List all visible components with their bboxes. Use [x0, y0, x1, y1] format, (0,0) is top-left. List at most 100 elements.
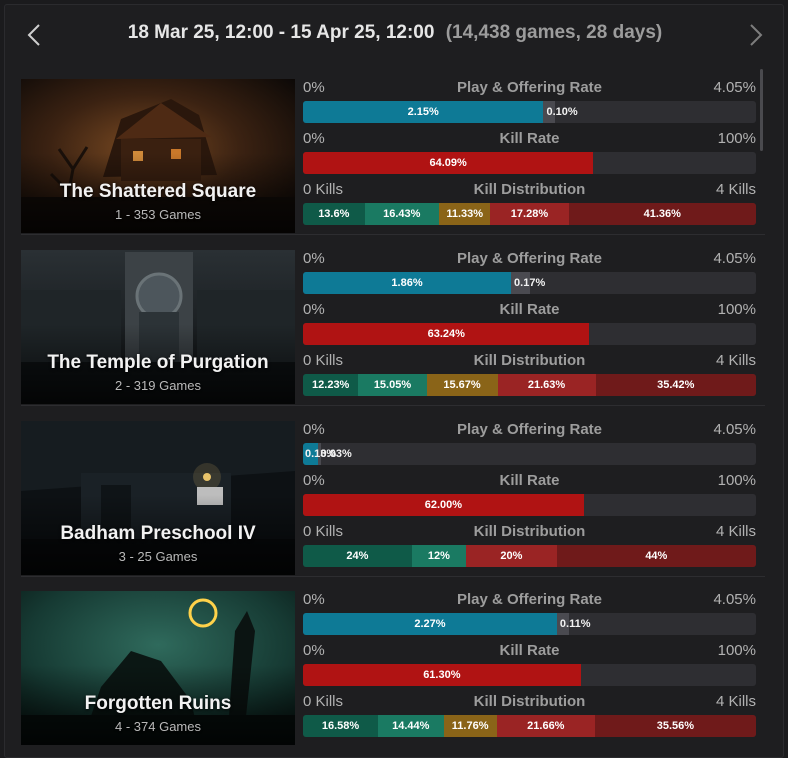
offering-rate-label: 0.10%	[546, 106, 578, 118]
kill-rate-title: Kill Rate	[499, 642, 560, 659]
kill-distribution-segment-4-label: 41.36%	[643, 208, 681, 220]
kill-rate-labels: 0% Kill Rate 100%	[303, 301, 756, 319]
kill-distribution-min: 0 Kills	[303, 181, 344, 198]
play-rate-segment: 1.86%	[303, 272, 512, 294]
offering-rate-segment	[556, 613, 570, 635]
kill-rate-bar: 62.00%	[303, 494, 756, 516]
chevron-left-icon	[27, 24, 40, 46]
kill-distribution-segment-1: 16.43%	[364, 203, 440, 225]
kill-distribution-labels: 0 Kills Kill Distribution 4 Kills	[303, 693, 756, 711]
offering-rate-segment	[317, 443, 321, 465]
play-rate-title: Play & Offering Rate	[456, 591, 603, 608]
row-divider	[21, 234, 765, 235]
thumbnail-shade	[21, 495, 295, 575]
kill-distribution-max: 4 Kills	[715, 181, 756, 198]
kill-rate-labels: 0% Kill Rate 100%	[303, 642, 756, 660]
kill-distribution-segment-4: 35.56%	[594, 715, 756, 737]
map-row[interactable]: The Shattered Square 1 - 353 Games 0% Pl…	[21, 75, 765, 233]
play-rate-bar: 2.15% 0.10%	[303, 101, 756, 123]
play-rate-segment-label: 2.27%	[414, 618, 446, 630]
play-rate-labels: 0% Play & Offering Rate 4.05%	[303, 591, 756, 609]
map-games-count: 2 - 319 Games	[115, 378, 201, 393]
scrollbar[interactable]	[760, 69, 763, 151]
kill-distribution-segment-0: 24%	[303, 545, 412, 567]
kill-distribution-max: 4 Kills	[715, 523, 756, 540]
play-rate-max: 4.05%	[713, 79, 756, 96]
play-rate-min: 0%	[303, 250, 325, 267]
kill-rate-max: 100%	[717, 472, 756, 489]
kill-distribution-segment-3: 20%	[466, 545, 557, 567]
play-rate-segment: 2.27%	[303, 613, 557, 635]
map-row[interactable]: The Temple of Purgation 2 - 319 Games 0%…	[21, 246, 765, 404]
play-rate-title: Play & Offering Rate	[456, 421, 603, 438]
kill-distribution-segment-2: 15.67%	[426, 374, 498, 396]
map-row[interactable]: Forgotten Ruins 4 - 374 Games 0% Play & …	[21, 587, 765, 745]
map-stats-panel: 18 Mar 25, 12:00 - 15 Apr 25, 12:00 (14,…	[4, 4, 784, 758]
map-games-count: 3 - 25 Games	[118, 549, 198, 564]
play-rate-max: 4.05%	[713, 250, 756, 267]
map-stats: 0% Play & Offering Rate 4.05% 2.27% 0.11%…	[303, 587, 756, 741]
kill-distribution-segment-2: 11.33%	[439, 203, 491, 225]
kill-distribution-segment-4: 41.36%	[568, 203, 756, 225]
kill-rate-max: 100%	[717, 301, 756, 318]
next-range-button[interactable]	[739, 19, 771, 51]
map-thumbnail: The Temple of Purgation 2 - 319 Games	[21, 250, 295, 404]
thumbnail-shade	[21, 153, 295, 233]
kill-distribution-segment-4: 44%	[556, 545, 756, 567]
kill-distribution-segment-2-label: 11.33%	[446, 208, 484, 220]
kill-distribution-segment-1-label: 14.44%	[392, 720, 430, 732]
date-range-header: 18 Mar 25, 12:00 - 15 Apr 25, 12:00 (14,…	[5, 5, 783, 63]
map-stats: 0% Play & Offering Rate 4.05% 0.03% 0.13%…	[303, 417, 756, 571]
kill-distribution-segment-2-label: 15.67%	[443, 379, 481, 391]
row-divider	[21, 576, 765, 577]
map-thumbnail: The Shattered Square 1 - 353 Games	[21, 79, 295, 233]
kill-rate-title: Kill Rate	[499, 301, 560, 318]
offering-rate-segment	[511, 272, 531, 294]
kill-distribution-max: 4 Kills	[715, 693, 756, 710]
map-name: The Shattered Square	[59, 181, 257, 202]
kill-distribution-segment-0: 13.6%	[303, 203, 365, 225]
kill-distribution-segment-4-label: 44%	[645, 550, 668, 562]
kill-distribution-segment-1: 14.44%	[378, 715, 444, 737]
kill-distribution-segment-0-label: 24%	[346, 550, 369, 562]
kill-distribution-segment-1: 12%	[411, 545, 467, 567]
kill-rate-segment: 62.00%	[303, 494, 584, 516]
kill-rate-min: 0%	[303, 472, 325, 489]
map-thumbnail: Forgotten Ruins 4 - 374 Games	[21, 591, 295, 745]
chevron-right-icon	[750, 24, 763, 46]
kill-rate-segment-label: 63.24%	[427, 328, 465, 340]
thumbnail-shade	[21, 665, 295, 745]
map-row[interactable]: Badham Preschool IV 3 - 25 Games 0% Play…	[21, 417, 765, 575]
play-rate-labels: 0% Play & Offering Rate 4.05%	[303, 79, 756, 97]
kill-distribution-min: 0 Kills	[303, 352, 344, 369]
play-rate-labels: 0% Play & Offering Rate 4.05%	[303, 421, 756, 439]
kill-rate-segment-label: 64.09%	[429, 157, 467, 169]
kill-distribution-segment-3: 17.28%	[490, 203, 569, 225]
offering-rate-label: 0.17%	[514, 277, 546, 289]
kill-distribution-segment-0: 12.23%	[303, 374, 359, 396]
kill-distribution-segment-4-label: 35.56%	[656, 720, 695, 732]
kill-distribution-segment-3: 21.63%	[497, 374, 596, 396]
kill-rate-min: 0%	[303, 301, 325, 318]
kill-distribution-segment-4: 35.42%	[595, 374, 756, 396]
kill-distribution-segment-2: 11.76%	[443, 715, 497, 737]
kill-distribution-segment-0-label: 13.6%	[318, 208, 350, 220]
kill-rate-labels: 0% Kill Rate 100%	[303, 472, 756, 490]
date-range-title: 18 Mar 25, 12:00 - 15 Apr 25, 12:00 (14,…	[5, 22, 783, 44]
kill-distribution-title: Kill Distribution	[473, 352, 586, 369]
kill-distribution-bar: 16.58% 14.44% 11.76% 21.66% 35.56%	[303, 715, 756, 737]
map-stats: 0% Play & Offering Rate 4.05% 1.86% 0.17%…	[303, 246, 756, 400]
thumbnail-shade	[21, 324, 295, 404]
kill-distribution-segment-1: 15.05%	[358, 374, 427, 396]
date-range-text: 18 Mar 25, 12:00 - 15 Apr 25, 12:00	[127, 22, 435, 43]
kill-distribution-segment-0-label: 16.58%	[321, 720, 360, 732]
play-rate-bar: 2.27% 0.11%	[303, 613, 756, 635]
play-rate-title: Play & Offering Rate	[456, 250, 603, 267]
kill-rate-segment: 61.30%	[303, 664, 581, 686]
kill-distribution-labels: 0 Kills Kill Distribution 4 Kills	[303, 352, 756, 370]
kill-distribution-segment-0: 16.58%	[303, 715, 379, 737]
kill-distribution-title: Kill Distribution	[473, 693, 586, 710]
kill-rate-min: 0%	[303, 130, 325, 147]
kill-distribution-labels: 0 Kills Kill Distribution 4 Kills	[303, 181, 756, 199]
previous-range-button[interactable]	[19, 19, 51, 51]
